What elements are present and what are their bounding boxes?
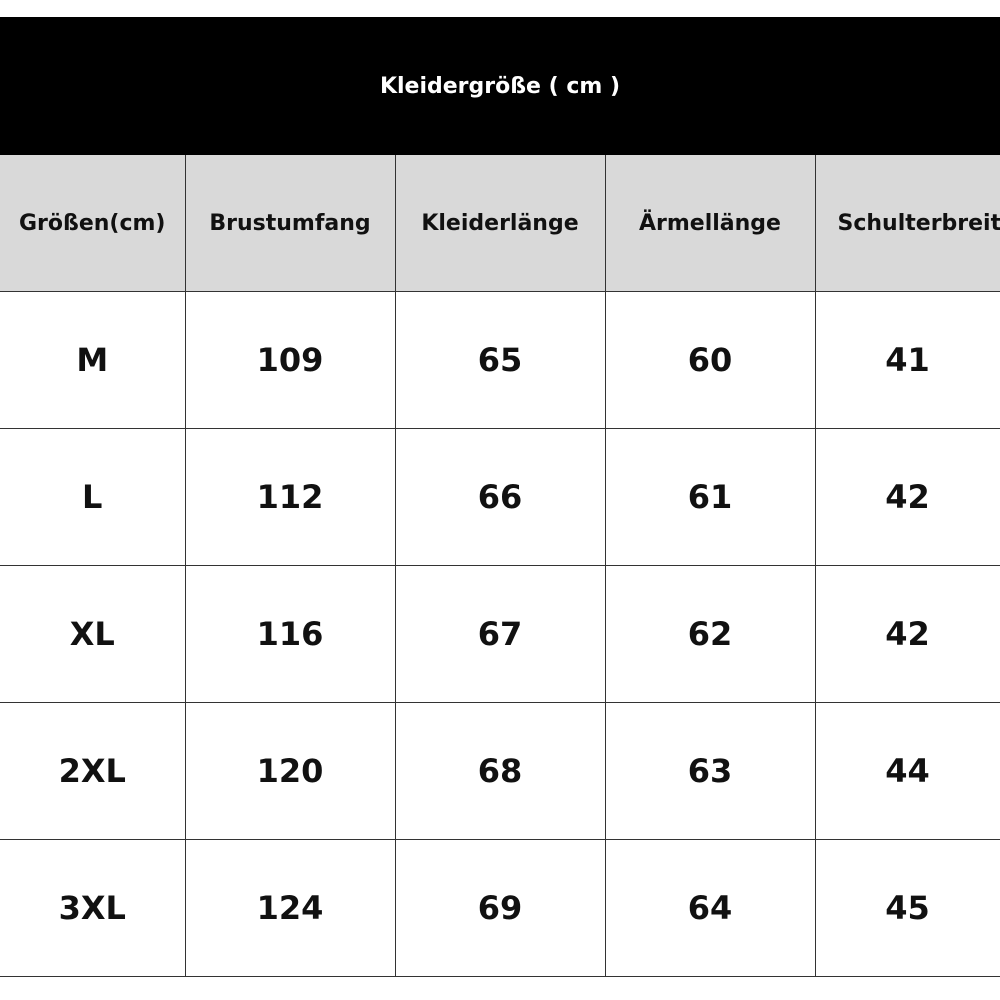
header-length: Kleiderlänge xyxy=(394,155,606,292)
cell-shoulder-value: 45 xyxy=(885,889,930,927)
cell-chest: 116 xyxy=(184,565,396,703)
cell-size: 3XL xyxy=(0,839,186,977)
header-row: Größen(cm) Brustumfang Kleiderlänge Ärme… xyxy=(0,155,1000,292)
header-chest: Brustumfang xyxy=(184,155,396,292)
size-table: Größen(cm) Brustumfang Kleiderlänge Ärme… xyxy=(0,155,1000,977)
cell-sleeve: 61 xyxy=(604,428,816,566)
cell-sleeve: 60 xyxy=(604,291,816,429)
cell-length: 65 xyxy=(394,291,606,429)
cell-size: XL xyxy=(0,565,186,703)
table-row: XL 116 67 62 42 xyxy=(0,565,1000,703)
table-row: 3XL 124 69 64 45 xyxy=(0,839,1000,977)
cell-size: M xyxy=(0,291,186,429)
cell-chest: 112 xyxy=(184,428,396,566)
cell-length: 66 xyxy=(394,428,606,566)
cell-shoulder-value: 42 xyxy=(885,478,930,516)
cell-sleeve: 64 xyxy=(604,839,816,977)
cell-length: 68 xyxy=(394,702,606,840)
cell-shoulder-value: 44 xyxy=(885,752,930,790)
cell-sleeve: 62 xyxy=(604,565,816,703)
cell-size: 2XL xyxy=(0,702,186,840)
cell-shoulder: 44 xyxy=(814,702,1000,840)
header-shoulder: Schulterbreite xyxy=(814,155,1000,292)
header-size: Größen(cm) xyxy=(0,155,186,292)
cell-shoulder-value: 41 xyxy=(885,341,930,379)
cell-shoulder: 41 xyxy=(814,291,1000,429)
table-row: L 112 66 61 42 xyxy=(0,428,1000,566)
size-chart-title-bar: Kleidergröße ( cm ) xyxy=(0,17,1000,155)
cell-shoulder-value: 42 xyxy=(885,615,930,653)
table-row: 2XL 120 68 63 44 xyxy=(0,702,1000,840)
cell-length: 67 xyxy=(394,565,606,703)
cell-sleeve: 63 xyxy=(604,702,816,840)
cell-shoulder: 42 xyxy=(814,428,1000,566)
cell-shoulder: 42 xyxy=(814,565,1000,703)
cell-length: 69 xyxy=(394,839,606,977)
cell-shoulder: 45 xyxy=(814,839,1000,977)
table-row: M 109 65 60 41 xyxy=(0,291,1000,429)
cell-chest: 120 xyxy=(184,702,396,840)
cell-chest: 109 xyxy=(184,291,396,429)
cell-chest: 124 xyxy=(184,839,396,977)
cell-size: L xyxy=(0,428,186,566)
header-sleeve: Ärmellänge xyxy=(604,155,816,292)
size-chart-title: Kleidergröße ( cm ) xyxy=(379,73,621,99)
